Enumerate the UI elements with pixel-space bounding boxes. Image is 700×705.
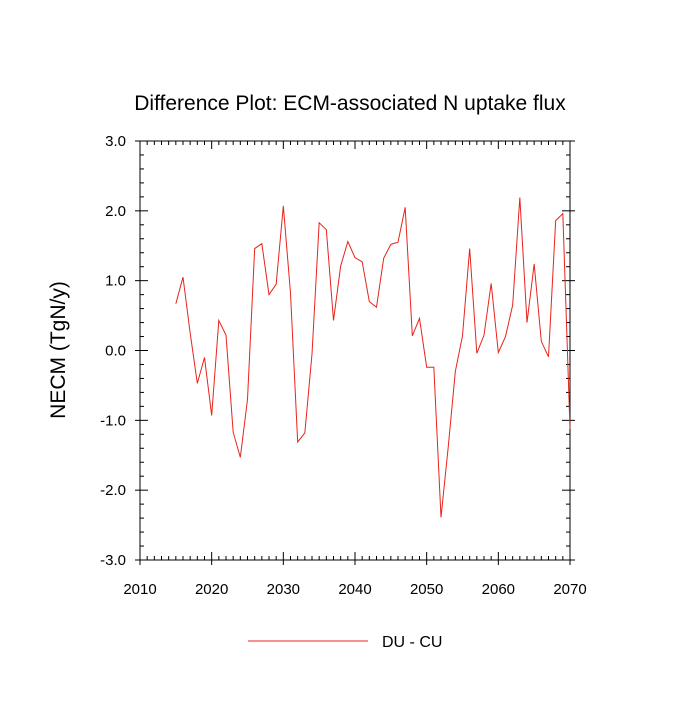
y-tick-label: 3.0	[105, 133, 126, 150]
x-tick-label: 2010	[123, 581, 156, 598]
x-tick-label: 2040	[338, 581, 371, 598]
x-tick-label: 2060	[482, 581, 515, 598]
x-tick-label: 2050	[410, 581, 443, 598]
y-tick-label: 0.0	[105, 343, 126, 360]
y-tick-label: 2.0	[105, 203, 126, 220]
plot-area: 2010 2020 2030 2040 2050 2060 2070 -3.0 -2.0 -1.0…	[100, 133, 587, 598]
x-tick-label: 2020	[195, 581, 228, 598]
y-axis-label: NECM (TgN/y)	[47, 281, 70, 419]
plot-frame	[139, 140, 571, 561]
series-line-du-cu	[175, 197, 571, 518]
legend: DU - CU	[248, 634, 442, 651]
x-tick-label: 2030	[267, 581, 300, 598]
y-tick-label: -1.0	[100, 412, 126, 429]
chart-title: Difference Plot: ECM-associated N uptake…	[134, 92, 566, 115]
legend-label-du-cu: DU - CU	[382, 634, 442, 651]
y-tick-label: -3.0	[100, 552, 126, 569]
x-tick-label: 2070	[553, 581, 586, 598]
y-tick-label: -2.0	[100, 482, 126, 499]
y-tick-label: 1.0	[105, 273, 126, 290]
